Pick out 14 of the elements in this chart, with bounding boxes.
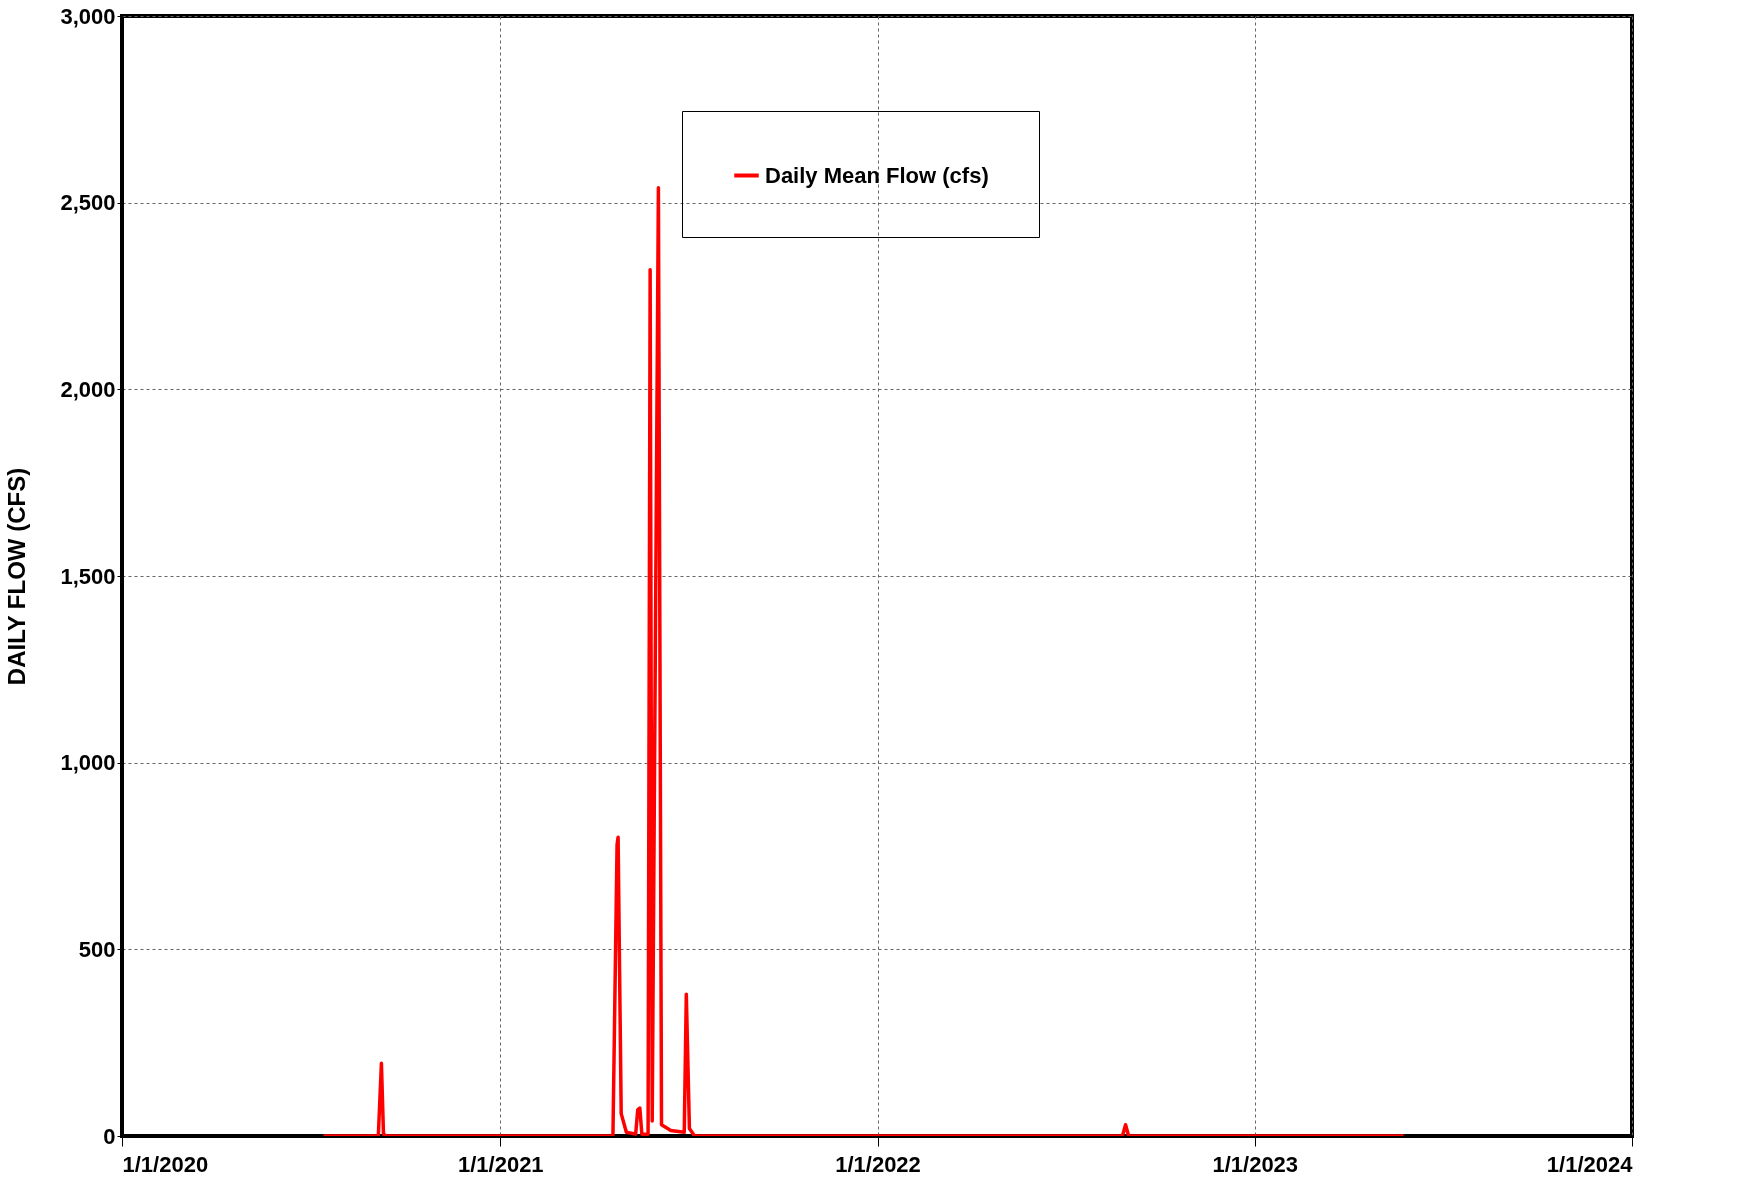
legend-label: Daily Mean Flow (cfs) <box>765 162 989 188</box>
x-tick-label: 1/1/2023 <box>1212 1151 1299 1177</box>
y-tick-label: 500 <box>78 936 116 962</box>
y-axis-title: DAILY FLOW (CFS) <box>3 467 31 686</box>
y-tick-label: 3,000 <box>60 3 116 29</box>
x-tick-label: 1/1/2020 <box>122 1151 209 1177</box>
x-tick-label: 1/1/2024 <box>1546 1151 1634 1177</box>
y-tick-label: 0 <box>103 1123 116 1149</box>
y-tick-label: 2,500 <box>60 190 116 216</box>
y-tick-label: 1,500 <box>60 563 116 589</box>
x-tick-label: 1/1/2022 <box>835 1151 921 1177</box>
y-tick-label: 2,000 <box>60 376 116 402</box>
y-tick-label: 1,000 <box>60 750 116 776</box>
x-tick-label: 1/1/2021 <box>457 1151 544 1177</box>
